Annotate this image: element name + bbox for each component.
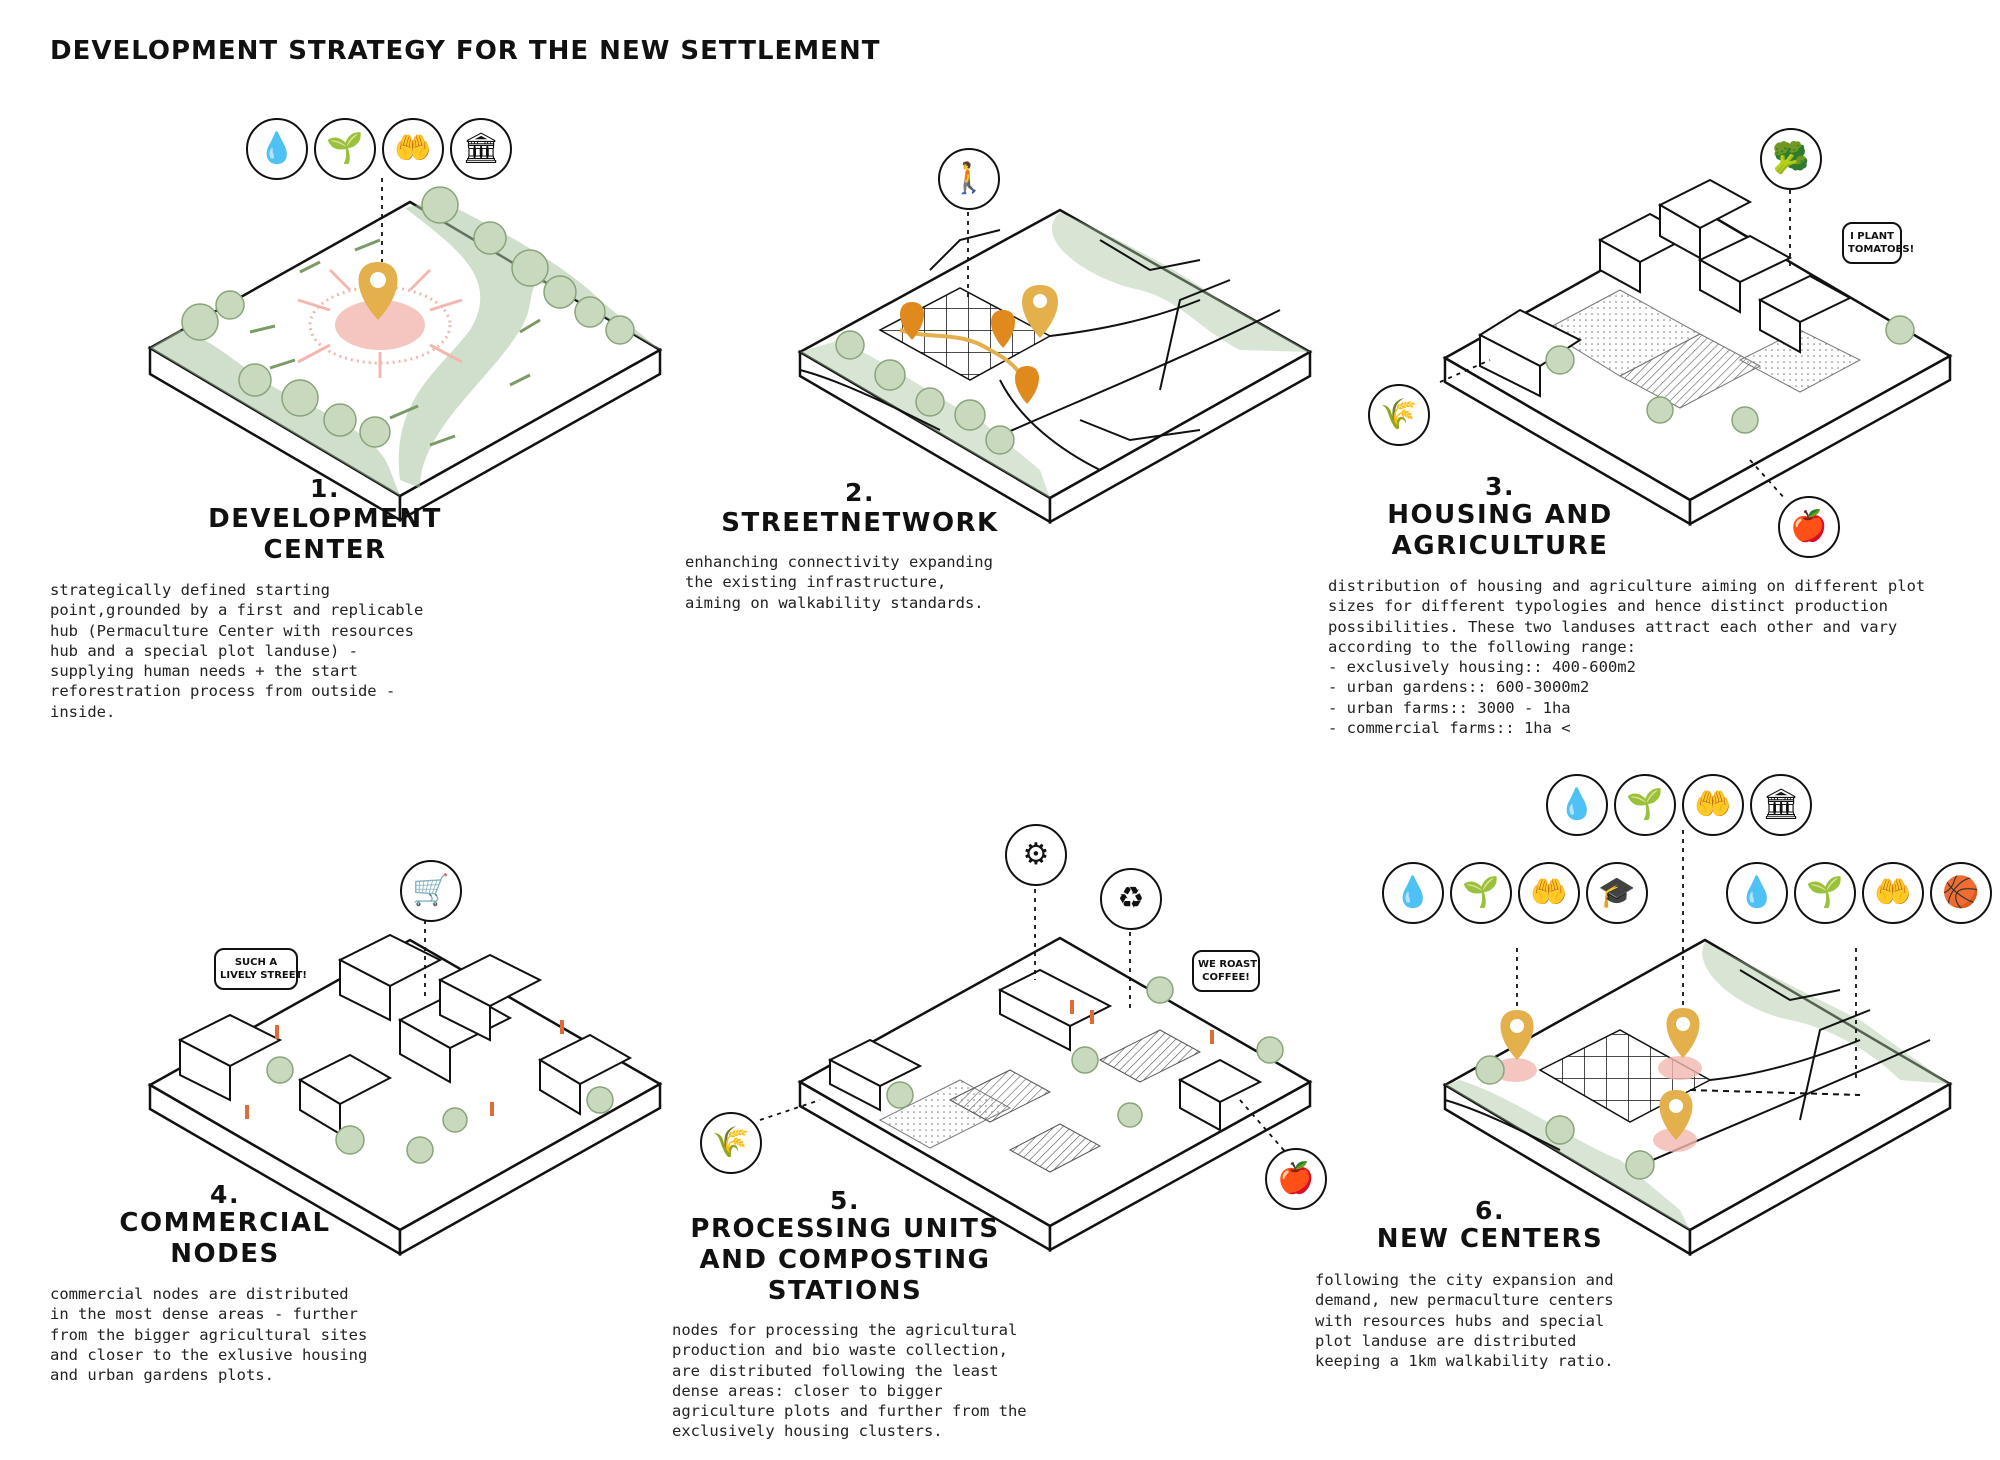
wheat-icon: 🌾 bbox=[1368, 384, 1430, 446]
block-4 bbox=[147, 933, 663, 1257]
block-2 bbox=[797, 208, 1313, 525]
water-icon: 💧 bbox=[1726, 862, 1788, 924]
panel-number-5: 5. bbox=[830, 1186, 860, 1215]
hand-plant-icon: 🤲 bbox=[1518, 862, 1580, 924]
panel-heading-5: PROCESSING UNITS AND COMPOSTING STATIONS bbox=[690, 1214, 1000, 1306]
panel-description-2: enhanching connectivity expanding the ex… bbox=[685, 553, 993, 612]
compost-icon: ♻ bbox=[1100, 868, 1162, 930]
speech-bubble-coffee: WE ROAST COFFEE! bbox=[1192, 950, 1260, 992]
apple-icon: 🍎 bbox=[1778, 496, 1840, 558]
cart-icon: 🛒 bbox=[400, 860, 462, 922]
page-title: DEVELOPMENT STRATEGY FOR THE NEW SETTLEM… bbox=[50, 36, 881, 66]
panel-number-2: 2. bbox=[845, 478, 875, 507]
panel-number-4: 4. bbox=[210, 1180, 240, 1209]
panel-description-6: following the city expansion and demand,… bbox=[1315, 1271, 1614, 1371]
plant-icon: 🌱 bbox=[1614, 774, 1676, 836]
apple-icon: 🍎 bbox=[1265, 1148, 1327, 1210]
hand-plant-icon: 🤲 bbox=[1682, 774, 1744, 836]
plant-icon: 🌱 bbox=[314, 118, 376, 180]
hand-plant-icon: 🤲 bbox=[1862, 862, 1924, 924]
panel-description-1: strategically defined starting point,gro… bbox=[50, 581, 424, 721]
grinder-icon: ⚙ bbox=[1005, 824, 1067, 886]
block-6 bbox=[1442, 938, 1953, 1257]
plant-icon: 🌱 bbox=[1794, 862, 1856, 924]
pins bbox=[358, 262, 1700, 1140]
water-icon: 💧 bbox=[1382, 862, 1444, 924]
panel-number-6: 6. bbox=[1475, 1196, 1505, 1225]
pin-1-icon bbox=[358, 262, 398, 320]
institution-icon: 🏛 bbox=[450, 118, 512, 180]
sport-icon: 🏀 bbox=[1930, 862, 1992, 924]
panel-heading-1: DEVELOPMENT CENTER bbox=[208, 504, 442, 565]
wheat-icon: 🌾 bbox=[700, 1112, 762, 1174]
block-5 bbox=[797, 936, 1313, 1253]
hand-plant-icon: 🤲 bbox=[382, 118, 444, 180]
panel-number-3: 3. bbox=[1485, 472, 1515, 501]
pin-2-icon bbox=[1022, 285, 1058, 338]
panel-heading-6: NEW CENTERS bbox=[1376, 1224, 1604, 1254]
panel-description-3: distribution of housing and agriculture … bbox=[1328, 577, 1926, 738]
panel-heading-2: STREETNETWORK bbox=[721, 508, 999, 538]
block-3 bbox=[1442, 178, 1953, 527]
panel-description-4: commercial nodes are distributed in the … bbox=[50, 1285, 368, 1385]
panel-description-5: nodes for processing the agricultural pr… bbox=[672, 1321, 1027, 1441]
speech-bubble-lively-street: SUCH A LIVELY STREET! bbox=[214, 948, 307, 990]
block-1 bbox=[147, 186, 663, 523]
speech-bubble-tomatoes: I PLANT TOMATOES! bbox=[1842, 222, 1914, 264]
water-icon: 💧 bbox=[1546, 774, 1608, 836]
panel-number-1: 1. bbox=[310, 474, 340, 503]
panel-heading-4: COMMERCIAL NODES bbox=[119, 1208, 331, 1269]
panel-heading-3: HOUSING AND AGRICULTURE bbox=[1387, 500, 1613, 561]
leader-lines bbox=[381, 178, 1857, 1156]
institution-icon: 🏛 bbox=[1750, 774, 1812, 836]
vegetables-icon: 🥦 bbox=[1760, 128, 1822, 190]
plant-icon: 🌱 bbox=[1450, 862, 1512, 924]
walk-icon: 🚶 bbox=[938, 148, 1000, 210]
water-icon: 💧 bbox=[246, 118, 308, 180]
education-icon: 🎓 bbox=[1586, 862, 1648, 924]
